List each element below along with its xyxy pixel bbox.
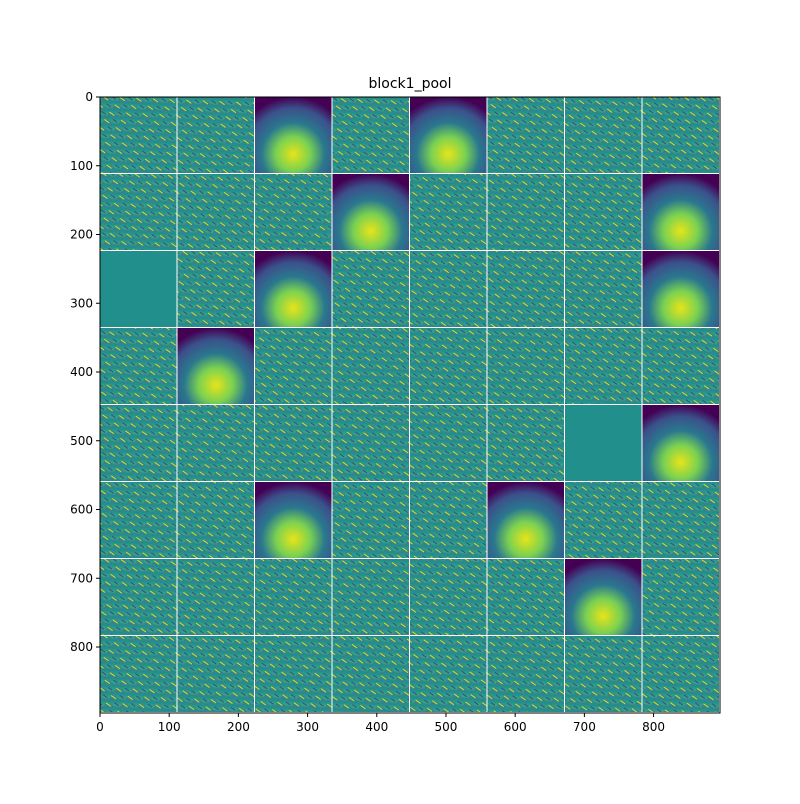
feature-map-tile xyxy=(565,328,642,404)
y-tick-label: 500 xyxy=(70,434,93,448)
axes-frame xyxy=(99,96,721,714)
feature-map-tile xyxy=(642,97,719,173)
feature-map-tile xyxy=(487,559,564,635)
x-tick-label: 400 xyxy=(365,720,388,734)
feature-map-tile xyxy=(332,97,409,173)
feature-map-tile xyxy=(410,174,487,250)
feature-map-tile xyxy=(100,482,177,558)
feature-map-tile xyxy=(487,482,564,558)
y-tick-label: 0 xyxy=(85,90,93,104)
feature-map-tile xyxy=(487,174,564,250)
feature-map-tile xyxy=(332,251,409,327)
feature-map-tile xyxy=(487,328,564,404)
x-tick-label: 600 xyxy=(504,720,527,734)
feature-map-tile xyxy=(642,636,719,712)
feature-map-tile xyxy=(255,97,332,173)
feature-map-tile xyxy=(177,482,254,558)
feature-map-tile xyxy=(177,559,254,635)
x-tick-label: 800 xyxy=(642,720,665,734)
x-tick-label: 700 xyxy=(573,720,596,734)
feature-map-tile xyxy=(487,97,564,173)
feature-map-tile xyxy=(642,251,719,327)
feature-map-tile xyxy=(410,636,487,712)
y-tick-label: 600 xyxy=(70,503,93,517)
feature-map-tile xyxy=(565,482,642,558)
feature-map-tile xyxy=(410,328,487,404)
feature-map-tile xyxy=(642,559,719,635)
feature-map-tile xyxy=(332,636,409,712)
feature-map-tile xyxy=(565,636,642,712)
feature-map-tile xyxy=(177,251,254,327)
feature-map-tile xyxy=(565,559,642,635)
image xyxy=(100,97,719,712)
x-tick-label: 300 xyxy=(296,720,319,734)
feature-map-tile xyxy=(100,328,177,404)
feature-map-tile xyxy=(565,405,642,481)
feature-map-tile xyxy=(410,482,487,558)
feature-map-tile xyxy=(487,405,564,481)
feature-map-tile xyxy=(565,251,642,327)
feature-map-tile xyxy=(642,482,719,558)
feature-map-tile xyxy=(177,405,254,481)
feature-map-tile xyxy=(255,328,332,404)
y-tick-label: 300 xyxy=(70,296,93,310)
feature-map-tile xyxy=(177,174,254,250)
chart-title: block1_pool xyxy=(369,76,452,92)
feature-map-tile xyxy=(332,559,409,635)
feature-map-tile xyxy=(642,405,719,481)
x-tick-label: 100 xyxy=(158,720,181,734)
x-tick-label: 500 xyxy=(435,720,458,734)
feature-map-tile xyxy=(410,405,487,481)
y-tick-label: 400 xyxy=(70,365,93,379)
feature-map-tile xyxy=(487,251,564,327)
feature-map-tile xyxy=(332,328,409,404)
feature-map-tile xyxy=(100,251,177,327)
feature-map-tile xyxy=(177,636,254,712)
feature-map-tile xyxy=(100,636,177,712)
feature-map-tile xyxy=(565,174,642,250)
feature-map-tile xyxy=(410,559,487,635)
y-tick-label: 100 xyxy=(70,159,93,173)
feature-map-tile xyxy=(255,636,332,712)
y-tick-label: 800 xyxy=(70,640,93,654)
feature-map-tile xyxy=(100,405,177,481)
feature-map-tile xyxy=(255,482,332,558)
feature-map-tile xyxy=(332,482,409,558)
feature-map-tile xyxy=(255,174,332,250)
feature-map-tile xyxy=(565,97,642,173)
feature-map-tile xyxy=(642,174,719,250)
feature-map-tile xyxy=(410,97,487,173)
feature-map-tile xyxy=(255,405,332,481)
feature-map-tile xyxy=(410,251,487,327)
feature-map-tile xyxy=(100,97,177,173)
x-tick-label: 200 xyxy=(227,720,250,734)
feature-map-tile xyxy=(487,636,564,712)
feature-map-tile xyxy=(332,405,409,481)
feature-map-tile xyxy=(642,328,719,404)
feature-map-tile xyxy=(332,174,409,250)
feature-map-tile xyxy=(100,559,177,635)
y-tick-label: 200 xyxy=(70,228,93,242)
x-tick-label: 0 xyxy=(96,720,104,734)
feature-map-tile xyxy=(177,328,254,404)
feature-map-tile xyxy=(255,251,332,327)
feature-map-tile xyxy=(100,174,177,250)
y-tick-label: 700 xyxy=(70,571,93,585)
feature-map-tile xyxy=(255,559,332,635)
feature-map-tile xyxy=(177,97,254,173)
